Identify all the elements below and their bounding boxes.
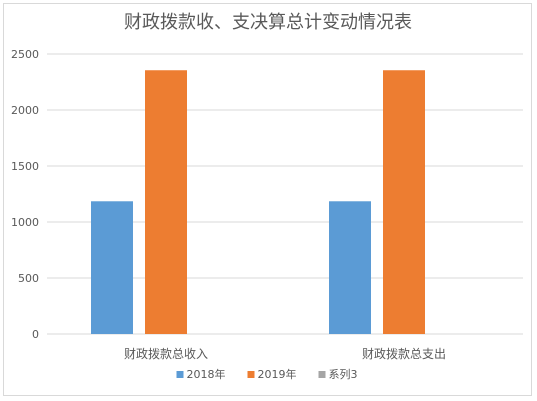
bar-0-0 [91,201,133,334]
y-tick-label-3: 1500 [11,160,39,173]
chart-title: 财政拨款收、支决算总计变动情况表 [124,12,412,33]
legend-swatch-1 [247,371,255,378]
y-axis-tick-labels: 0 500 1000 1500 2000 2500 [11,48,39,341]
legend-label-2: 系列3 [329,367,358,381]
legend: 2018年 2019年 系列3 [176,367,358,381]
y-tick-label-4: 2000 [11,104,39,117]
x-category-label-0: 财政拨款总收入 [124,347,208,361]
bars [91,70,425,335]
legend-label-1: 2019年 [258,367,297,381]
y-tick-label-2: 1000 [11,216,39,229]
legend-swatch-2 [318,371,326,378]
bar-1-1 [383,70,425,335]
bar-1-0 [329,201,371,334]
x-axis-category-labels: 财政拨款总收入 财政拨款总支出 [124,347,446,361]
legend-label-0: 2018年 [187,367,226,381]
legend-swatch-0 [176,371,184,378]
y-tick-label-1: 500 [18,272,39,285]
x-category-label-1: 财政拨款总支出 [362,347,446,361]
y-tick-label-5: 2500 [11,48,39,61]
y-tick-label-0: 0 [32,328,39,341]
bar-0-1 [145,70,187,335]
